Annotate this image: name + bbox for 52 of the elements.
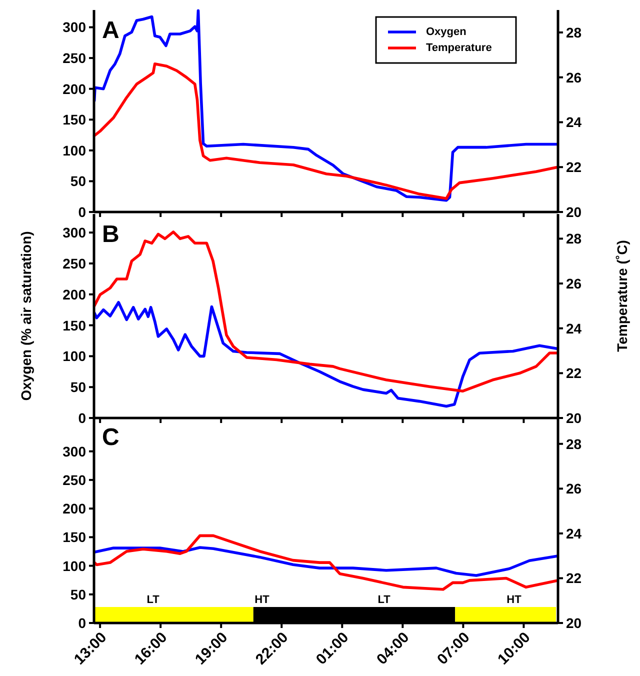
y-tick-label: 300 bbox=[62, 443, 86, 460]
y-tick-label: 100 bbox=[62, 348, 86, 364]
y-tick-label: 200 bbox=[62, 286, 86, 302]
y2-tick-label: 26 bbox=[566, 275, 582, 292]
annotation: LT bbox=[378, 594, 391, 606]
y-tick-label: 300 bbox=[62, 19, 86, 36]
y2-tick-label: 22 bbox=[566, 365, 582, 382]
annotation: HT bbox=[506, 594, 522, 606]
y-tick-label: 100 bbox=[62, 558, 86, 574]
y-tick-label: 250 bbox=[62, 50, 86, 66]
y-tick-label: 150 bbox=[62, 529, 86, 546]
line-series bbox=[92, 62, 560, 200]
y-tick-label: 50 bbox=[70, 173, 86, 190]
line-series bbox=[92, 9, 560, 202]
y2-tick-label: 20 bbox=[566, 410, 582, 426]
y2-tick-label: 24 bbox=[566, 114, 582, 130]
line-series bbox=[94, 546, 560, 577]
y-tick-label: 0 bbox=[78, 615, 86, 631]
y2-tick-label: 28 bbox=[566, 230, 582, 247]
chart-title: A bbox=[102, 17, 120, 44]
annotation: HT bbox=[254, 594, 270, 606]
y2-tick-label: 22 bbox=[566, 159, 582, 176]
y-axis-title: Oxygen (% air saturation) bbox=[18, 231, 34, 401]
y2-tick-label: 26 bbox=[566, 69, 582, 86]
legend-label: Temperature bbox=[426, 42, 492, 54]
chart-title: B bbox=[102, 221, 120, 248]
legend-label: Oxygen bbox=[426, 26, 467, 38]
y2-axis-title: Temperature (˚C) bbox=[614, 240, 630, 352]
y2-tick-label: 28 bbox=[566, 24, 582, 40]
y2-tick-label: 20 bbox=[566, 615, 582, 631]
y-tick-label: 100 bbox=[62, 142, 86, 158]
y2-tick-label: 24 bbox=[566, 320, 582, 336]
y-tick-label: 200 bbox=[62, 80, 86, 97]
y-tick-label: 300 bbox=[62, 224, 86, 241]
line-series bbox=[92, 301, 560, 408]
y-tick-label: 50 bbox=[70, 586, 86, 602]
line-series bbox=[92, 534, 560, 591]
y2-tick-label: 26 bbox=[566, 480, 582, 497]
annotation: LT bbox=[146, 594, 160, 606]
y-tick-label: 50 bbox=[70, 379, 86, 396]
y-tick-label: 250 bbox=[62, 255, 86, 272]
y-tick-label: 250 bbox=[62, 472, 86, 488]
y-tick-label: 200 bbox=[62, 500, 86, 517]
y-tick-label: 150 bbox=[62, 317, 86, 334]
y-tick-label: 150 bbox=[62, 112, 86, 128]
chart-title: C bbox=[102, 424, 120, 451]
y2-tick-label: 22 bbox=[566, 570, 582, 586]
y2-tick-label: 24 bbox=[566, 525, 582, 542]
y2-tick-label: 28 bbox=[566, 436, 582, 452]
y-tick-label: 0 bbox=[78, 410, 86, 426]
y2-tick-label: 20 bbox=[566, 204, 582, 220]
y-tick-label: 0 bbox=[78, 204, 86, 220]
